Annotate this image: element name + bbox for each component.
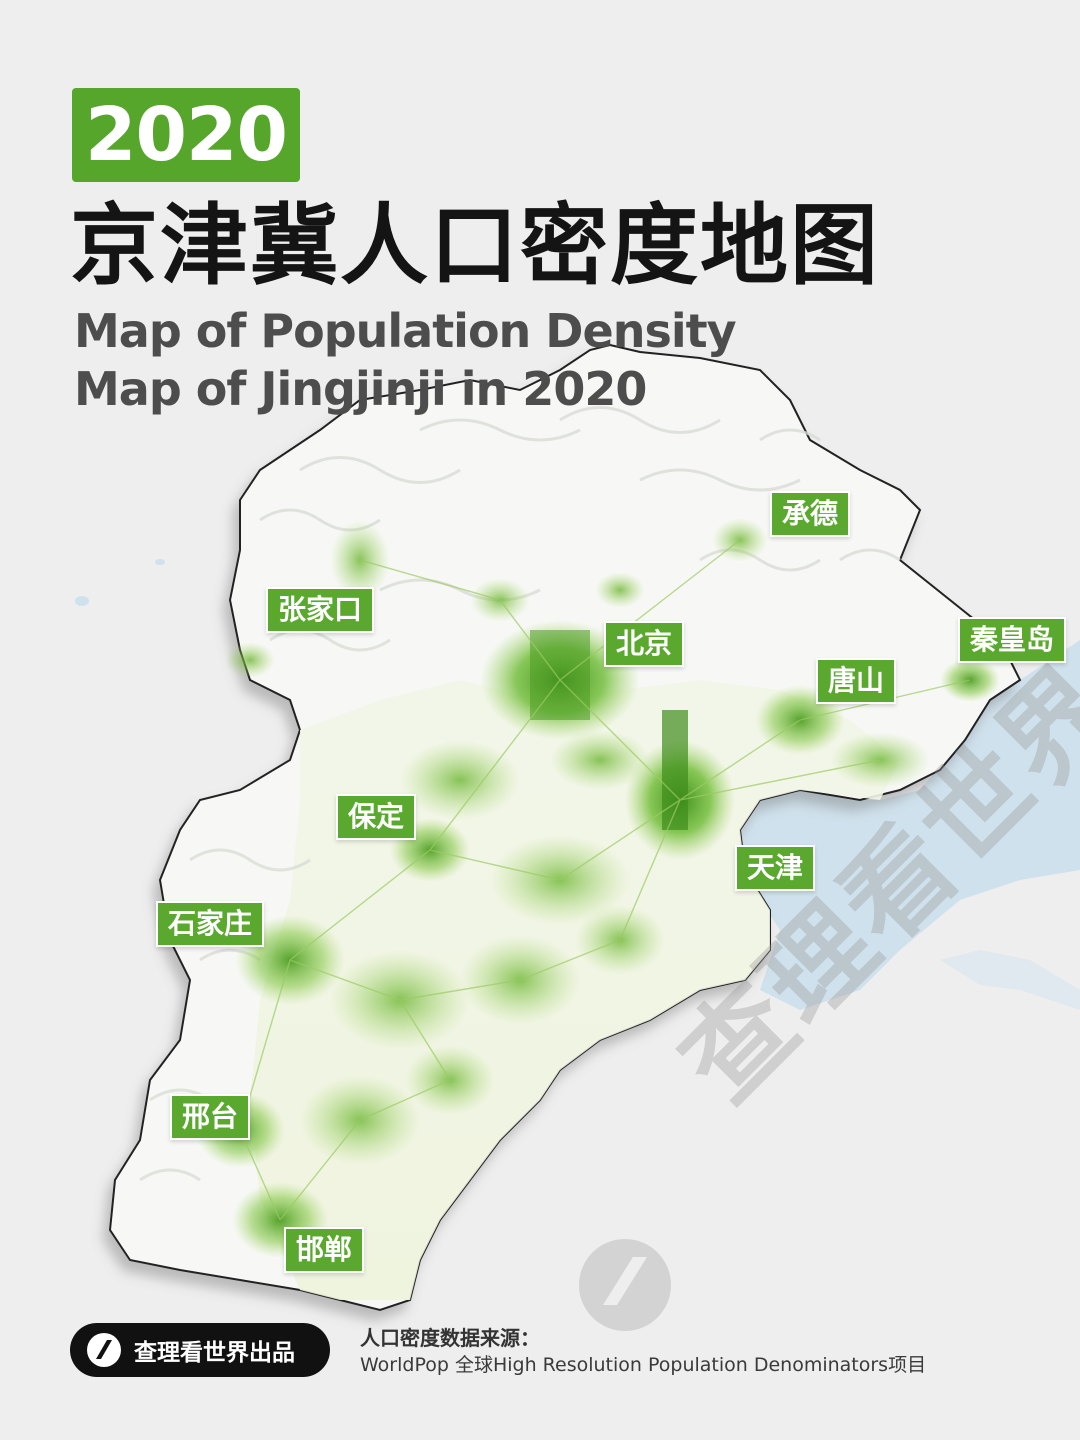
city-label-xingtai: 邢台 <box>170 1094 251 1140</box>
sea-coast-south <box>940 950 1080 1010</box>
watermark-logo-icon <box>579 1239 671 1331</box>
city-label-tangshan: 唐山 <box>816 658 897 704</box>
city-label-tianjin: 天津 <box>735 845 816 891</box>
lake <box>75 596 89 606</box>
brand-name: 查理看世界出品 <box>134 1340 295 1366</box>
source-title: 人口密度数据来源： <box>360 1326 540 1350</box>
city-label-zhangjiakou: 张家口 <box>266 587 375 633</box>
city-label-chengde: 承德 <box>770 491 851 537</box>
source-text: WorldPop 全球High Resolution Population De… <box>360 1354 927 1376</box>
brand-badge: 查理看世界出品 <box>70 1323 330 1377</box>
bohai-sea <box>720 640 1080 1010</box>
page-subtitle: Map of Population Density Map of Jingjin… <box>74 304 737 416</box>
city-label-handan: 邯郸 <box>284 1227 365 1273</box>
city-label-baoding: 保定 <box>336 794 417 840</box>
year-badge: 2020 <box>72 88 300 182</box>
city-label-beijing: 北京 <box>604 621 685 667</box>
brand-logo-icon <box>87 1333 121 1367</box>
city-label-qinhuangdao: 秦皇岛 <box>958 617 1067 663</box>
lake <box>155 559 165 565</box>
page-title: 京津冀人口密度地图 <box>70 194 881 297</box>
city-label-shijiazhuang: 石家庄 <box>156 901 265 947</box>
